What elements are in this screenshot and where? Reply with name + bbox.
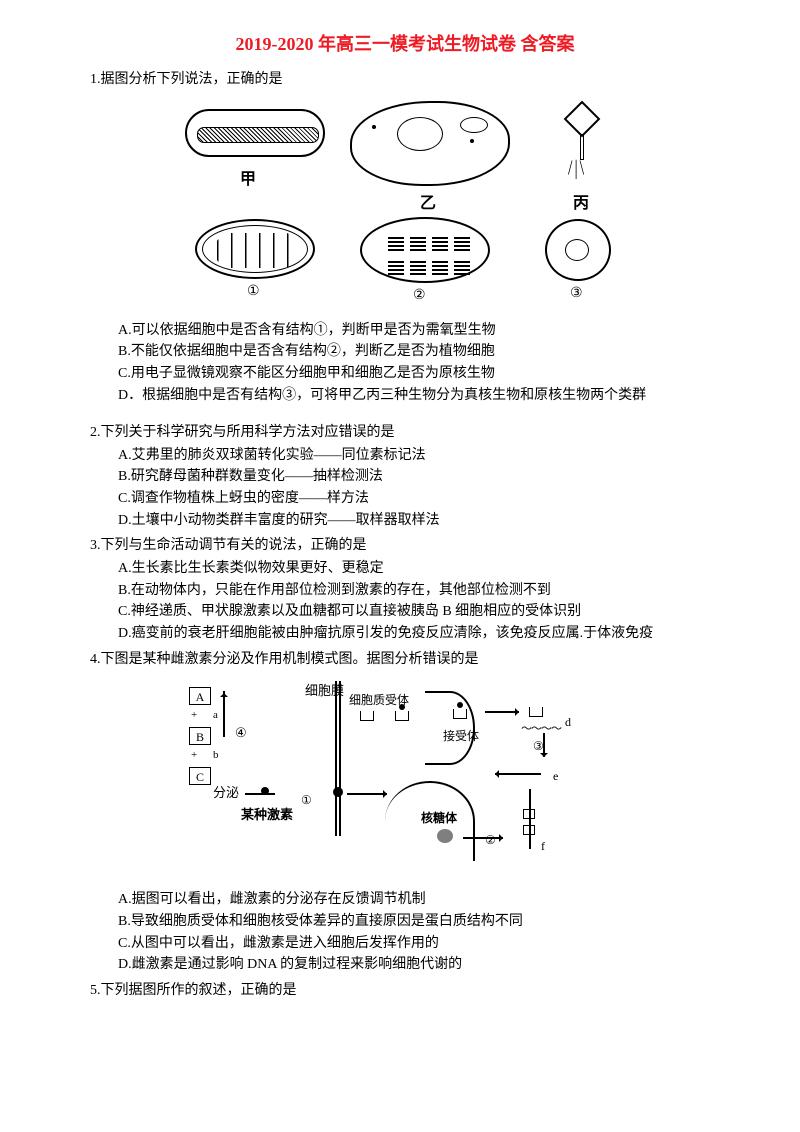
receptor-icon (360, 711, 374, 721)
label-d: d (565, 713, 571, 732)
arrow-4-icon (223, 691, 225, 737)
membrane-dot-icon (333, 787, 343, 797)
receptor-icon (453, 709, 467, 719)
q2-optD: D.土壤中小动物类群丰富度的研究——取样器取样法 (118, 510, 720, 532)
q2-optA: A.艾弗里的肺炎双球菌转化实验——同位素标记法 (118, 445, 720, 467)
q3-options: A.生长素比生长素类似物效果更好、更稳定 B.在动物体内，只能在作用部位检测到激… (90, 558, 720, 645)
chain-box-icon (523, 809, 535, 819)
arrow-2-icon (463, 837, 503, 839)
question-2: 2.下列关于科学研究与所用科学方法对应错误的是 A.艾弗里的肺炎双球菌转化实验—… (90, 422, 720, 531)
q2-options: A.艾弗里的肺炎双球菌转化实验——同位素标记法 B.研究酵母菌种群数量变化——抽… (90, 445, 720, 532)
q1-optB: B.不能仅依据细胞中是否含有结构②，判断乙是否为植物细胞 (118, 341, 720, 363)
arrow-right-icon (485, 711, 519, 713)
label-1: ① (247, 281, 260, 303)
q4-optD: D.雌激素是通过影响 DNA 的复制过程来影响细胞代谢的 (118, 954, 720, 976)
q1-optA: A.可以依据细胞中是否含有结构①，判断甲是否为需氧型生物 (118, 320, 720, 342)
mitochondria-icon (195, 219, 315, 279)
label-circ1: ① (301, 791, 312, 810)
q3-optA: A.生长素比生长素类似物效果更好、更稳定 (118, 558, 720, 580)
label-bing: 丙 (573, 191, 589, 217)
box-A: A (189, 687, 211, 705)
box-B: B (189, 727, 211, 745)
arrow-into-icon (347, 793, 387, 795)
nucleus-icon (545, 219, 611, 281)
q4-stem: 4.下图是某种雌激素分泌及作用机制模式图。据图分析错误的是 (90, 649, 720, 671)
q2-optB: B.研究酵母菌种群数量变化——抽样检测法 (118, 466, 720, 488)
wavy-icon: ～～～～ (521, 721, 561, 739)
q3-stem: 3.下列与生命活动调节有关的说法，正确的是 (90, 535, 720, 557)
plus-2: + (191, 747, 197, 765)
label-hormone: 某种激素 (241, 805, 293, 826)
q3-optC: C.神经递质、甲状腺激素以及血糖都可以直接被胰岛 B 细胞相应的受体识别 (118, 601, 720, 623)
label-4: ④ (235, 723, 247, 744)
label-e: e (553, 767, 558, 786)
arrow-down-icon (543, 733, 545, 757)
q1-options: A.可以依据细胞中是否含有结构①，判断甲是否为需氧型生物 B.不能仅依据细胞中是… (90, 320, 720, 407)
q3-optD: D.癌变前的衰老肝细胞能被由肿瘤抗原引发的免疫反应清除，该免疫反应属.于体液免疫 (118, 623, 720, 645)
label-2: ② (413, 285, 426, 307)
label-membrane: 细胞膜 (305, 681, 344, 702)
q4-options: A.据图可以看出，雌激素的分泌存在反馈调节机制 B.导致细胞质受体和细胞核受体差… (90, 889, 720, 976)
question-1: 1.据图分析下列说法，正确的是 甲 乙 丙 (90, 69, 720, 407)
question-5: 5.下列据图所作的叙述，正确的是 (90, 980, 720, 1002)
cell-yi-icon (350, 101, 510, 186)
label-f: f (541, 837, 545, 856)
hormone-dot-icon (261, 787, 269, 795)
label-a: a (213, 707, 218, 725)
label-receptor2: 接受体 (443, 727, 479, 746)
cell-jia-icon (185, 109, 325, 157)
box-C: C (189, 767, 211, 785)
label-jia: 甲 (240, 167, 256, 193)
chloroplast-icon (360, 217, 490, 283)
q4-optC: C.从图中可以看出，雌激素是进入细胞后发挥作用的 (118, 933, 720, 955)
receptor-icon (395, 711, 409, 721)
exam-title: 2019-2020 年高三一模考试生物试卷 含答案 (90, 30, 720, 59)
chain-line-icon (529, 789, 531, 849)
question-4: 4.下图是某种雌激素分泌及作用机制模式图。据图分析错误的是 A B C + + … (90, 649, 720, 977)
label-b: b (213, 747, 219, 765)
phage-icon (555, 106, 615, 186)
q4-optB: B.导致细胞质受体和细胞核受体差异的直接原因是蛋白质结构不同 (118, 911, 720, 933)
q5-stem: 5.下列据图所作的叙述，正确的是 (90, 980, 720, 1002)
q1-stem: 1.据图分析下列说法，正确的是 (90, 69, 720, 91)
label-yi: 乙 (420, 191, 436, 217)
label-3: ③ (570, 283, 583, 305)
label-nucleolus: 核糖体 (421, 809, 457, 828)
q4-optA: A.据图可以看出，雌激素的分泌存在反馈调节机制 (118, 889, 720, 911)
q2-stem: 2.下列关于科学研究与所用科学方法对应错误的是 (90, 422, 720, 444)
receptor-icon (529, 707, 543, 717)
arrow-e-icon (495, 773, 541, 775)
q1-figure: 甲 乙 丙 ① ② ③ (90, 101, 720, 309)
nucleolus-spot-icon (437, 829, 453, 843)
q2-optC: C.调查作物植株上蚜虫的密度——样方法 (118, 488, 720, 510)
plus-1: + (191, 707, 197, 725)
question-3: 3.下列与生命活动调节有关的说法，正确的是 A.生长素比生长素类似物效果更好、更… (90, 535, 720, 644)
label-circ2: ② (485, 831, 496, 850)
dot-icon (399, 704, 405, 710)
q1-optC: C.用电子显微镜观察不能区分细胞甲和细胞乙是否为原核生物 (118, 363, 720, 385)
q1-optD: D．根据细胞中是否有结构③，可将甲乙丙三种生物分为真核生物和原核生物两个类群 (118, 385, 720, 407)
arrow-secretion-icon (245, 793, 275, 795)
chain-box-icon (523, 825, 535, 835)
label-fenmi: 分泌 (213, 783, 239, 804)
dot-icon (457, 702, 463, 708)
q3-optB: B.在动物体内，只能在作用部位检测到激素的存在，其他部位检测不到 (118, 580, 720, 602)
membrane-icon (335, 681, 337, 836)
q4-figure: A B C + + a b ④ 分泌 某种激素 ① 细胞膜 细胞质受体 接受 (90, 681, 720, 879)
